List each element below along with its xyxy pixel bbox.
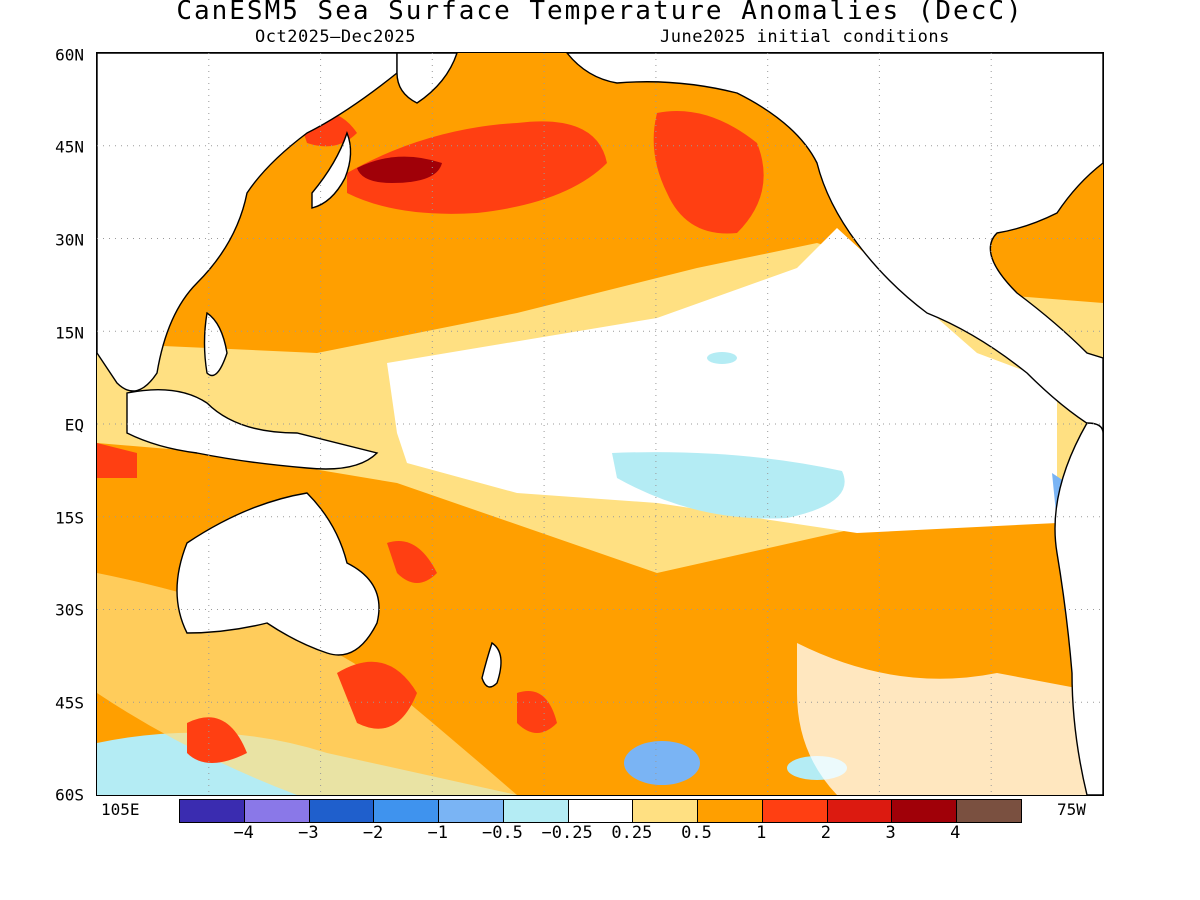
lat-label-45s: 45S	[55, 693, 84, 713]
neutral-southeast-pacific	[797, 643, 1103, 795]
colorbar-label-7: 0.5	[681, 823, 712, 843]
cool-anomaly-southern-strong	[624, 741, 700, 785]
colorbar-swatch-10	[827, 800, 893, 822]
lat-label-30n: 30N	[55, 230, 84, 250]
colorbar-label-6: 0.25	[611, 823, 653, 843]
colorbar-swatch-4	[439, 800, 504, 822]
philippines-landmass	[203, 311, 228, 377]
colorbar-swatch-9	[762, 800, 828, 822]
colorbar-swatch-8	[698, 800, 763, 822]
lon-label-left: 105E	[101, 800, 140, 819]
land-masses	[97, 53, 1103, 795]
warm-anomaly-north-pacific	[347, 121, 607, 214]
cool-anomaly-patch	[707, 352, 737, 364]
lat-label-15n: 15N	[55, 323, 84, 343]
colorbar-label-1: −3	[298, 823, 319, 843]
colorbar-swatch-12	[957, 800, 1021, 822]
graticule	[97, 53, 1103, 795]
kamchatka-landmass	[396, 53, 458, 104]
cool-anomaly-equator	[612, 452, 845, 519]
forecast-period: Oct2025–Dec2025	[255, 27, 417, 47]
colorbar-swatch-11	[892, 800, 958, 822]
lat-label-60s: 60S	[55, 785, 84, 805]
warm-anomaly-indian-ocean	[97, 443, 137, 478]
colorbar-label-3: −1	[427, 823, 449, 843]
neutral-tropical-pacific	[387, 228, 1057, 533]
warm-anomaly-northeast	[653, 111, 764, 234]
australia-landmass	[176, 492, 380, 656]
colorbar-label-4: −0.5	[481, 823, 523, 843]
colorbar	[179, 799, 1022, 823]
colorbar-label-5: −0.25	[541, 823, 593, 843]
sst-anomaly-map	[96, 52, 1104, 796]
colorbar-swatch-0	[180, 800, 245, 822]
lat-label-15s: 15S	[55, 508, 84, 528]
map-canvas	[97, 53, 1103, 795]
warm-anomaly-new-zealand	[517, 691, 557, 733]
colorbar-label-9: 2	[820, 823, 832, 843]
warm-anomaly-coral-sea	[387, 541, 437, 583]
north-america-landmass	[566, 53, 1103, 434]
indonesia-landmass	[126, 389, 379, 470]
warm-anomaly-core	[357, 156, 442, 183]
colorbar-swatch-6	[568, 800, 634, 822]
lat-label-30s: 30S	[55, 600, 84, 620]
lat-label-eq: EQ	[64, 415, 84, 435]
colorbar-label-2: −2	[362, 823, 384, 843]
colorbar-swatch-3	[374, 800, 440, 822]
colorbar-label-11: 4	[950, 823, 961, 843]
colorbar-swatch-7	[633, 800, 699, 822]
lon-label-right: 75W	[1057, 800, 1086, 819]
lat-label-45n: 45N	[55, 137, 84, 157]
map-title: CanESM5 Sea Surface Temperature Anomalie…	[176, 0, 1024, 26]
warm-anomaly-tasman	[337, 661, 417, 729]
new-zealand-landmass	[481, 641, 502, 688]
colorbar-swatch-1	[244, 800, 310, 822]
colorbar-label-0: −4	[233, 823, 254, 843]
lat-label-60n: 60N	[55, 45, 84, 65]
asia-landmass	[97, 53, 398, 392]
colorbar-swatch-2	[309, 800, 375, 822]
initial-conditions: June2025 initial conditions	[660, 27, 950, 47]
colorbar-label-8: 1	[756, 823, 767, 843]
japan-landmass	[311, 130, 352, 209]
colorbar-swatch-5	[503, 800, 569, 822]
warm-anomaly-indian-south	[187, 717, 247, 763]
colorbar-label-10: 3	[885, 823, 896, 843]
